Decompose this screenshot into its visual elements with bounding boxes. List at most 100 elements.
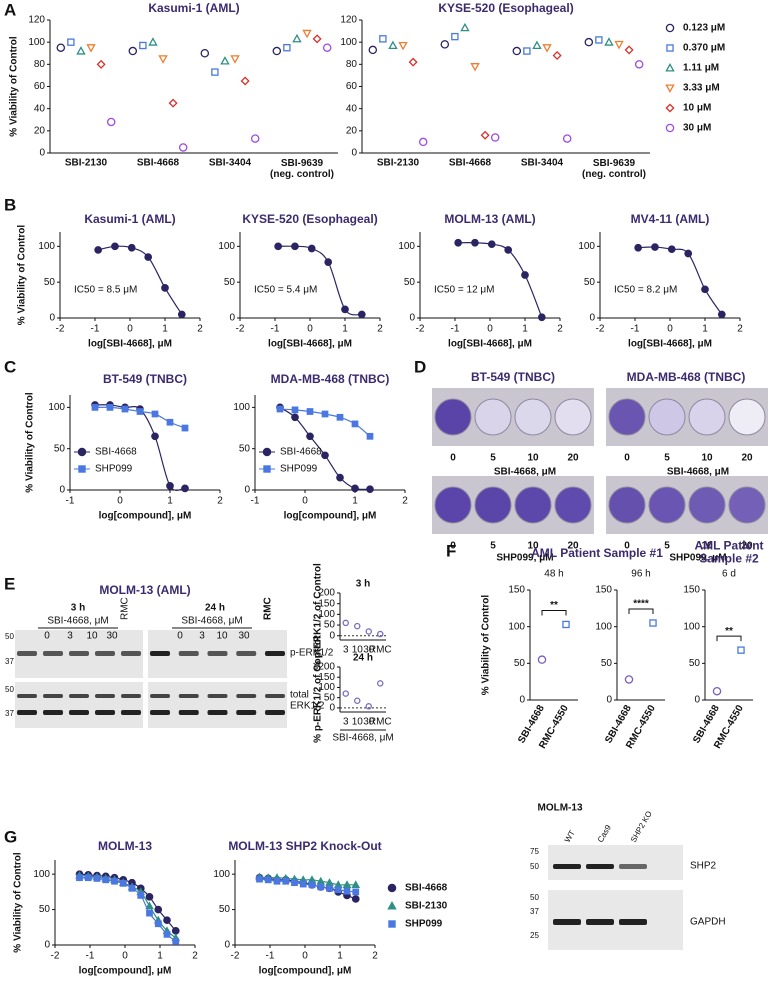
marker: [76, 874, 83, 882]
chart-title: AML Patient Sample #1: [531, 546, 663, 560]
x-tick-label: 0: [302, 496, 308, 507]
marker: [276, 405, 284, 413]
well: [648, 398, 686, 436]
x-tick-label: 0: [127, 324, 133, 335]
marker: [145, 892, 154, 901]
marker: [624, 675, 634, 684]
dose-label: 5: [664, 453, 670, 464]
x-tick-label: 0: [302, 951, 308, 962]
well: [474, 398, 512, 436]
legend-marker: [665, 23, 675, 33]
marker: [480, 130, 490, 140]
marker: [470, 63, 480, 72]
marker: [106, 117, 116, 127]
band: [619, 919, 647, 925]
marker: [341, 305, 349, 314]
marker: [136, 408, 144, 415]
y-tick-label: 0: [606, 695, 612, 706]
y-tick-label: 100: [38, 241, 55, 252]
y-tick-label: 100: [318, 609, 335, 620]
band: [69, 694, 89, 698]
marker: [523, 47, 531, 55]
treatment-label: SBI-4668, μM: [181, 616, 242, 627]
y-tick-label: 120: [340, 15, 357, 26]
band: [207, 651, 228, 656]
marker: [291, 413, 299, 422]
band: [17, 651, 37, 656]
dose-label: 10: [527, 541, 539, 552]
marker: [357, 310, 366, 319]
x-axis-label: log[SBI-4668], μM: [88, 339, 172, 350]
fit-curve: [638, 246, 723, 315]
marker: [200, 49, 210, 58]
x-axis-label: log[SBI-4668], μM: [628, 339, 712, 350]
chart-title: MOLM-13 SHP2 Knock-Out: [228, 839, 381, 853]
marker: [171, 926, 180, 935]
chart-title: BT-549 (TNBC): [103, 372, 187, 386]
chart-title: AML Patient Sample #2: [694, 539, 763, 566]
band: [207, 694, 228, 698]
significance: **: [550, 600, 558, 611]
mw-marker: 37: [5, 709, 14, 718]
marker: [351, 484, 359, 493]
marker: [119, 880, 127, 887]
legend-marker: [665, 84, 675, 93]
y-tick-label: 100: [28, 37, 45, 48]
band: [178, 694, 199, 698]
x-axis-label: log[compound], μM: [284, 511, 377, 522]
marker: [379, 35, 387, 43]
panel-label: F: [446, 541, 456, 560]
x-tick-label: 1: [352, 496, 358, 507]
y-tick-label: 0: [244, 485, 250, 496]
marker: [454, 238, 462, 247]
marker: [614, 40, 624, 50]
marker: [487, 240, 496, 249]
y-tick-label: 50: [404, 277, 416, 288]
dose-label: 20: [567, 541, 579, 552]
marker: [324, 258, 333, 266]
y-axis-label: % Viability of Control: [13, 852, 24, 953]
band: [150, 651, 170, 656]
x-tick-label: SBI-9639 (neg. control): [270, 158, 334, 180]
y-axis-label: % Viability of Control: [481, 595, 492, 696]
marker: [343, 887, 351, 895]
y-tick-label: 0: [694, 695, 700, 706]
dose-label: 0: [450, 541, 456, 552]
annotation: IC50 = 5.4 μM: [254, 285, 317, 296]
plate-title: MDA-MB-468 (TNBC): [627, 370, 746, 384]
dose-label: 10: [216, 631, 228, 642]
x-tick-label: RMC: [369, 645, 392, 656]
marker: [291, 242, 299, 251]
marker: [308, 881, 316, 889]
y-tick-label: 100: [508, 621, 525, 632]
y-tick-label: 150: [318, 598, 335, 609]
y-tick-label: 100: [233, 402, 250, 413]
marker: [684, 249, 693, 258]
x-tick-label: 3: [343, 717, 349, 728]
marker: [634, 243, 643, 252]
dose-label: 10: [701, 453, 713, 464]
y-axis-label: % Viability of Control: [17, 225, 28, 326]
marker: [532, 40, 542, 50]
chart-title: MV4-11 (AML): [631, 212, 710, 226]
x-tick-label: 1: [342, 324, 348, 335]
chart-title: MOLM-13: [98, 839, 152, 853]
legend-label: 10 μM: [683, 103, 711, 114]
y-axis-label: % Viability of Control: [9, 36, 20, 137]
marker: [701, 285, 709, 294]
blot-image: 0 3 10 30 0 3 10 30: [15, 630, 287, 728]
y-tick-label: 50: [324, 620, 336, 631]
dose-label: 0: [177, 631, 183, 642]
marker: [562, 134, 572, 143]
marker: [230, 55, 240, 64]
x-tick-label: 2: [557, 324, 563, 335]
marker: [282, 877, 290, 885]
marker: [273, 877, 281, 885]
y-tick-label: 0: [224, 940, 230, 951]
x-tick-label: 1: [337, 951, 343, 962]
y-tick-label: 200: [318, 662, 335, 673]
marker: [272, 46, 282, 56]
marker: [388, 40, 398, 50]
legend-label: SBI-4668: [280, 447, 322, 458]
